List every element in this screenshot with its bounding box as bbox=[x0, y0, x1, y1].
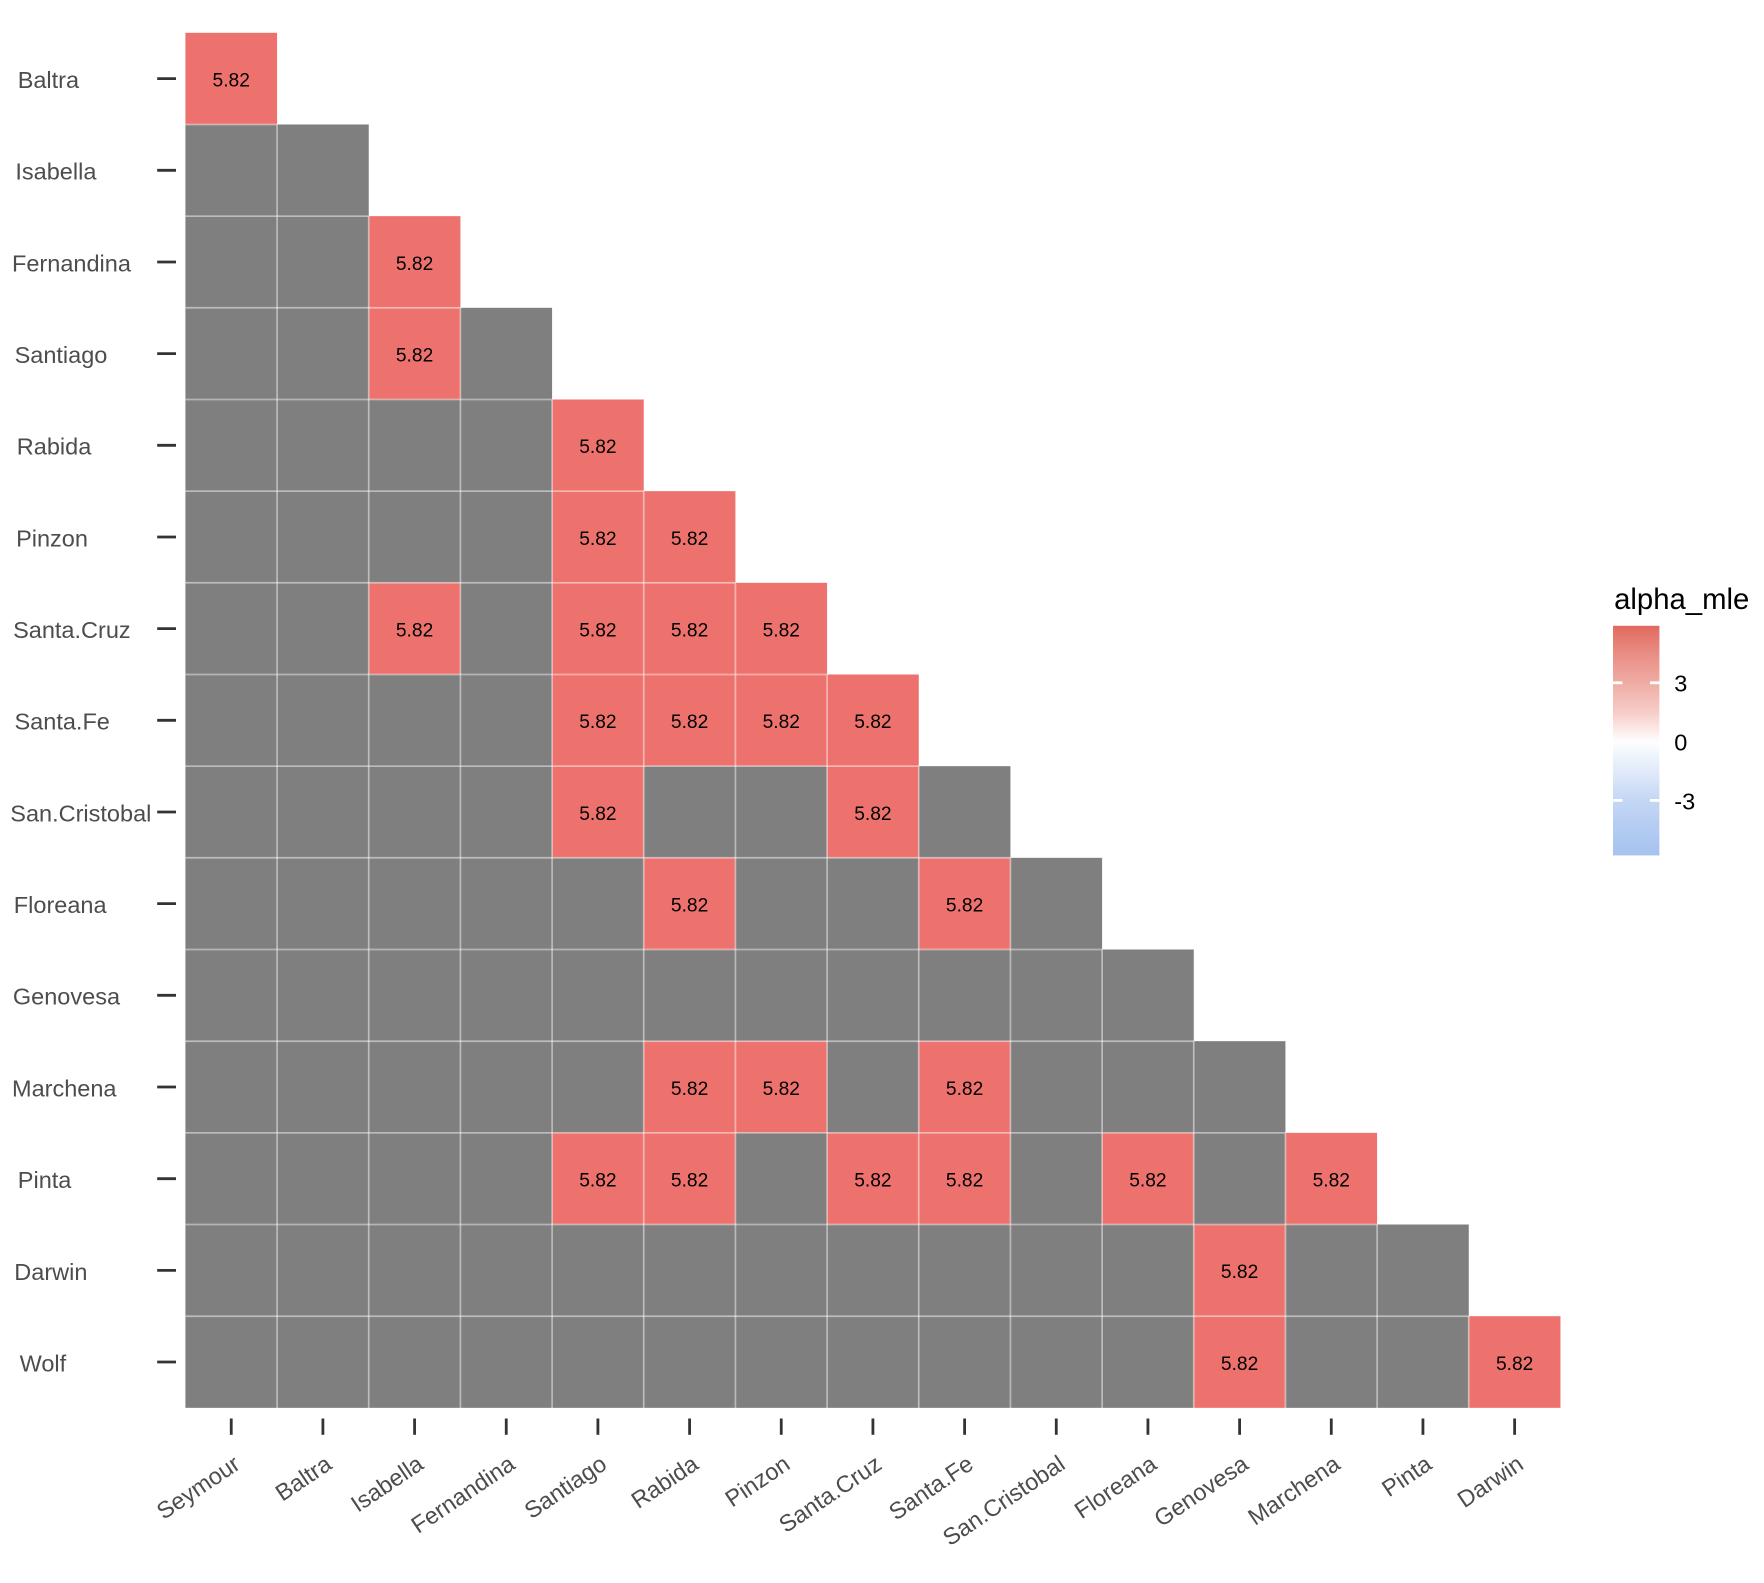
svg-text:5.82: 5.82 bbox=[671, 895, 708, 916]
svg-text:Santiago: Santiago bbox=[15, 342, 108, 368]
svg-text:Isabella: Isabella bbox=[15, 159, 97, 185]
svg-text:5.82: 5.82 bbox=[1221, 1262, 1258, 1283]
svg-text:Santa.Fe: Santa.Fe bbox=[15, 709, 110, 735]
svg-text:Darwin: Darwin bbox=[14, 1259, 87, 1285]
svg-text:5.82: 5.82 bbox=[946, 895, 983, 916]
svg-text:5.82: 5.82 bbox=[763, 1079, 800, 1100]
svg-text:Rabida: Rabida bbox=[17, 434, 92, 460]
svg-text:5.82: 5.82 bbox=[396, 254, 433, 275]
svg-text:5.82: 5.82 bbox=[579, 1170, 616, 1191]
svg-text:5.82: 5.82 bbox=[213, 70, 250, 91]
svg-text:5.82: 5.82 bbox=[579, 620, 616, 641]
svg-text:5.82: 5.82 bbox=[763, 620, 800, 641]
svg-text:5.82: 5.82 bbox=[1496, 1354, 1533, 1375]
svg-text:Baltra: Baltra bbox=[18, 67, 80, 93]
svg-text:5.82: 5.82 bbox=[854, 804, 891, 825]
svg-text:0: 0 bbox=[1674, 730, 1687, 756]
svg-text:5.82: 5.82 bbox=[579, 437, 616, 458]
svg-text:5.82: 5.82 bbox=[1221, 1354, 1258, 1375]
svg-text:5.82: 5.82 bbox=[579, 529, 616, 550]
svg-text:-3: -3 bbox=[1674, 788, 1695, 814]
svg-text:5.82: 5.82 bbox=[579, 804, 616, 825]
svg-text:5.82: 5.82 bbox=[854, 712, 891, 733]
svg-text:Fernandina: Fernandina bbox=[12, 250, 132, 276]
svg-text:5.82: 5.82 bbox=[671, 1079, 708, 1100]
svg-text:Wolf: Wolf bbox=[20, 1350, 67, 1376]
svg-text:Genovesa: Genovesa bbox=[13, 984, 121, 1010]
svg-text:alpha_mle: alpha_mle bbox=[1614, 583, 1749, 616]
svg-text:Pinta: Pinta bbox=[18, 1167, 72, 1193]
svg-text:5.82: 5.82 bbox=[1129, 1170, 1166, 1191]
svg-text:5.82: 5.82 bbox=[671, 1170, 708, 1191]
svg-text:3: 3 bbox=[1674, 671, 1687, 697]
svg-text:5.82: 5.82 bbox=[671, 529, 708, 550]
svg-text:Pinzon: Pinzon bbox=[16, 525, 88, 551]
svg-text:5.82: 5.82 bbox=[671, 712, 708, 733]
svg-text:5.82: 5.82 bbox=[763, 712, 800, 733]
svg-text:5.82: 5.82 bbox=[671, 620, 708, 641]
svg-text:5.82: 5.82 bbox=[1313, 1170, 1350, 1191]
svg-text:5.82: 5.82 bbox=[396, 620, 433, 641]
svg-text:5.82: 5.82 bbox=[579, 712, 616, 733]
svg-text:5.82: 5.82 bbox=[396, 345, 433, 366]
svg-text:Marchena: Marchena bbox=[12, 1075, 117, 1101]
svg-text:Santa.Cruz: Santa.Cruz bbox=[13, 617, 131, 643]
svg-text:5.82: 5.82 bbox=[946, 1079, 983, 1100]
svg-text:5.82: 5.82 bbox=[946, 1170, 983, 1191]
svg-text:5.82: 5.82 bbox=[854, 1170, 891, 1191]
svg-text:San.Cristobal: San.Cristobal bbox=[10, 800, 151, 826]
svg-text:Floreana: Floreana bbox=[14, 892, 108, 918]
